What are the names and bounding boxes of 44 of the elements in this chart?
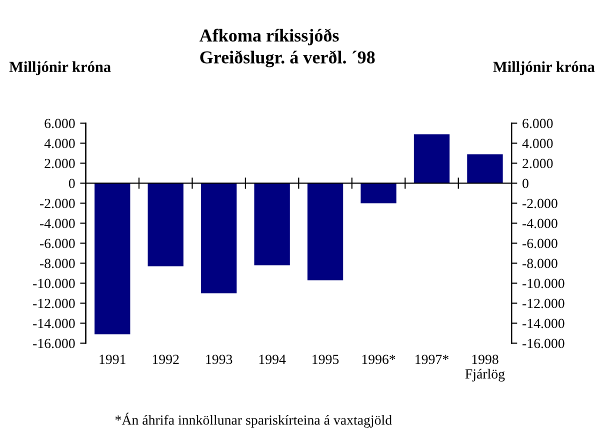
y-tick-label: -16.000 — [33, 338, 75, 348]
y2-tick-label: 6.000 — [522, 118, 553, 128]
y-tick-label: -14.000 — [33, 318, 75, 328]
y2-tick-label: -6.000 — [522, 238, 558, 248]
y-tick-label: 6.000 — [44, 118, 75, 128]
y2-tick-label: -10.000 — [522, 278, 564, 288]
y2-tick-label: 2.000 — [522, 158, 553, 168]
y-tick-label: -10.000 — [33, 278, 75, 288]
x-tick-label: 1997* — [416, 354, 448, 364]
x-tick-label: 1995 — [312, 354, 339, 364]
y2-tick-label: 0 — [522, 178, 528, 188]
y-tick-label: -12.000 — [33, 298, 75, 308]
x-tick-label: 1991 — [100, 354, 126, 364]
bar — [360, 183, 396, 204]
y-axis-title: Milljónir króna — [9, 61, 111, 76]
bar — [467, 154, 503, 184]
y2-tick-label: -2.000 — [522, 198, 558, 208]
x-tick-label: 1992 — [152, 354, 179, 364]
text: *Án áhrifa innköllunar spariskírteina á vaxtagjöld — [115, 412, 392, 428]
y2-tick-label: -14.000 — [522, 318, 564, 328]
bar — [201, 183, 237, 294]
x-tick-label: 1996* — [362, 354, 396, 364]
y-tick-label: -8.000 — [40, 258, 75, 268]
bar — [307, 183, 344, 280]
bar — [414, 134, 450, 184]
y-tick-label: -6.000 — [40, 238, 75, 248]
y-tick-label: 0 — [68, 178, 75, 188]
y2-tick-label: -16.000 — [522, 338, 564, 348]
y2-axis-title: Milljónir króna — [493, 61, 595, 76]
y2-tick-label: -4.000 — [522, 218, 558, 228]
y2-tick-label: 4.000 — [522, 138, 553, 148]
y2-tick-label: -8.000 — [522, 258, 558, 268]
x-tick-label: 1998 Fjárlög — [465, 354, 505, 382]
chart-title: Afkoma ríkissjóðs Greiðslugr. á verðl. ´98 — [200, 28, 375, 68]
x-tick-label: 1993 — [206, 354, 232, 364]
bar — [94, 183, 130, 334]
x-tick-label: 1994 — [259, 354, 286, 364]
bar — [254, 183, 290, 266]
y2-tick-label: -12.000 — [522, 298, 564, 308]
bar — [148, 183, 184, 266]
y-tick-label: -2.000 — [40, 198, 75, 208]
y-tick-label: -4.000 — [40, 218, 75, 228]
y-tick-label: 2.000 — [44, 158, 75, 168]
y-tick-label: 4.000 — [44, 138, 75, 148]
